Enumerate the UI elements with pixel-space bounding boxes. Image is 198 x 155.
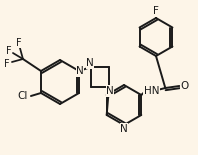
Text: N: N (120, 124, 128, 134)
Text: F: F (4, 59, 10, 69)
Text: F: F (153, 6, 159, 16)
Text: Cl: Cl (18, 91, 28, 101)
Text: F: F (6, 46, 12, 56)
Text: HN: HN (144, 86, 159, 96)
Text: O: O (180, 81, 188, 91)
Text: F: F (16, 38, 22, 48)
Text: N: N (86, 58, 94, 68)
Text: N: N (76, 66, 84, 76)
Text: N: N (106, 86, 114, 96)
